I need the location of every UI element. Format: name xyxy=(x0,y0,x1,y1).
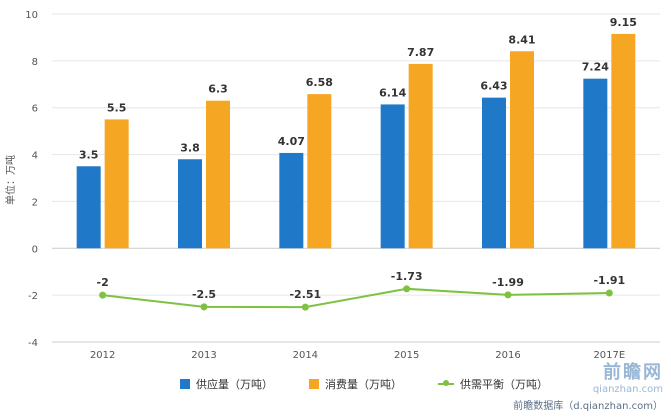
y-tick-label: 8 xyxy=(32,57,38,68)
y-axis-ticks: -4 -2 0 2 4 6 8 10 xyxy=(25,10,38,349)
legend-item-supply[interactable]: 供应量（万吨） xyxy=(180,376,273,392)
y-tick-label: -4 xyxy=(28,338,38,349)
x-tick-label: 2013 xyxy=(191,350,216,361)
y-tick-label: 4 xyxy=(32,151,38,162)
x-tick-label: 2012 xyxy=(90,350,115,361)
legend-label-consumption: 消费量（万吨） xyxy=(325,378,402,391)
balance-data-label: -2.5 xyxy=(192,288,216,301)
x-tick-label: 2015 xyxy=(394,350,419,361)
data-label: 4.07 xyxy=(278,135,305,148)
legend-swatch-consumption xyxy=(309,379,319,389)
data-label: 6.3 xyxy=(208,83,228,96)
data-label: 6.14 xyxy=(379,86,406,99)
balance-point xyxy=(403,285,411,293)
legend-item-balance[interactable]: 供需平衡（万吨） xyxy=(438,376,548,392)
data-label: 5.5 xyxy=(107,101,127,114)
data-label: 8.41 xyxy=(508,33,535,46)
watermark-source: 前瞻数据库（d.qianzhan.com） xyxy=(513,401,663,412)
x-axis-ticks: 2012 2013 2014 2015 2016 2017E xyxy=(90,350,625,361)
balance-data-label: -2.51 xyxy=(289,288,321,301)
legend-label-balance: 供需平衡（万吨） xyxy=(460,378,548,391)
balance-data-label: -2 xyxy=(97,276,109,289)
legend-item-consumption[interactable]: 消费量（万吨） xyxy=(309,376,402,392)
y-tick-label: 2 xyxy=(32,197,38,208)
x-tick-label: 2014 xyxy=(293,350,318,361)
y-axis-label: 单位：万吨 xyxy=(4,155,17,205)
bar-consumption xyxy=(307,94,332,249)
balance-data-label: -1.99 xyxy=(492,276,524,289)
data-label: 9.15 xyxy=(610,16,637,29)
balance-point xyxy=(301,303,309,311)
data-label: 6.58 xyxy=(306,76,333,89)
x-tick-label: 2016 xyxy=(495,350,520,361)
watermark: 前瞻网 qianzhan.com 前瞻数据库（d.qianzhan.com） xyxy=(513,358,663,412)
bar-supply xyxy=(279,152,304,249)
y-tick-label: 6 xyxy=(32,104,38,115)
legend-swatch-balance xyxy=(438,380,454,386)
data-label: 6.43 xyxy=(480,80,507,93)
balance-point xyxy=(200,303,208,311)
balance-data-label: -1.73 xyxy=(391,270,423,283)
balance-point xyxy=(504,291,512,299)
bar-supply xyxy=(380,104,405,249)
grid-lines xyxy=(52,13,660,343)
balance-line xyxy=(99,285,613,311)
data-label: 3.5 xyxy=(79,148,99,161)
legend-swatch-supply xyxy=(180,379,190,389)
balance-point xyxy=(99,291,107,299)
x-tick-label: 2017E xyxy=(593,350,625,361)
y-tick-label: -2 xyxy=(28,291,38,302)
bar-supply xyxy=(178,159,202,249)
bar-supply xyxy=(583,78,608,249)
bar-supply xyxy=(76,166,101,249)
bar-consumption xyxy=(510,51,534,249)
bar-consumption xyxy=(104,119,129,249)
bar-consumption xyxy=(408,63,433,249)
data-label: 3.8 xyxy=(180,141,200,154)
bar-consumption xyxy=(611,33,636,249)
bar-supply xyxy=(482,97,506,249)
data-label: 7.87 xyxy=(407,46,434,59)
bar-consumption xyxy=(206,100,230,249)
legend: 供应量（万吨） 消费量（万吨） 供需平衡（万吨） xyxy=(180,376,548,392)
legend-label-supply: 供应量（万吨） xyxy=(196,378,273,391)
data-label: 7.24 xyxy=(582,61,609,74)
data-labels: 3.5 5.5 3.8 6.3 4.07 6.58 6.14 7.87 6.43 8.41 7.24… xyxy=(79,16,637,301)
y-tick-label: 10 xyxy=(25,10,38,21)
y-tick-label: 0 xyxy=(32,244,38,255)
bars xyxy=(76,33,636,249)
watermark-logo: 前瞻网 xyxy=(603,362,663,383)
balance-line-path xyxy=(102,287,610,309)
balance-point xyxy=(605,289,613,297)
watermark-site: qianzhan.com xyxy=(592,384,663,395)
balance-data-label: -1.91 xyxy=(593,274,625,287)
